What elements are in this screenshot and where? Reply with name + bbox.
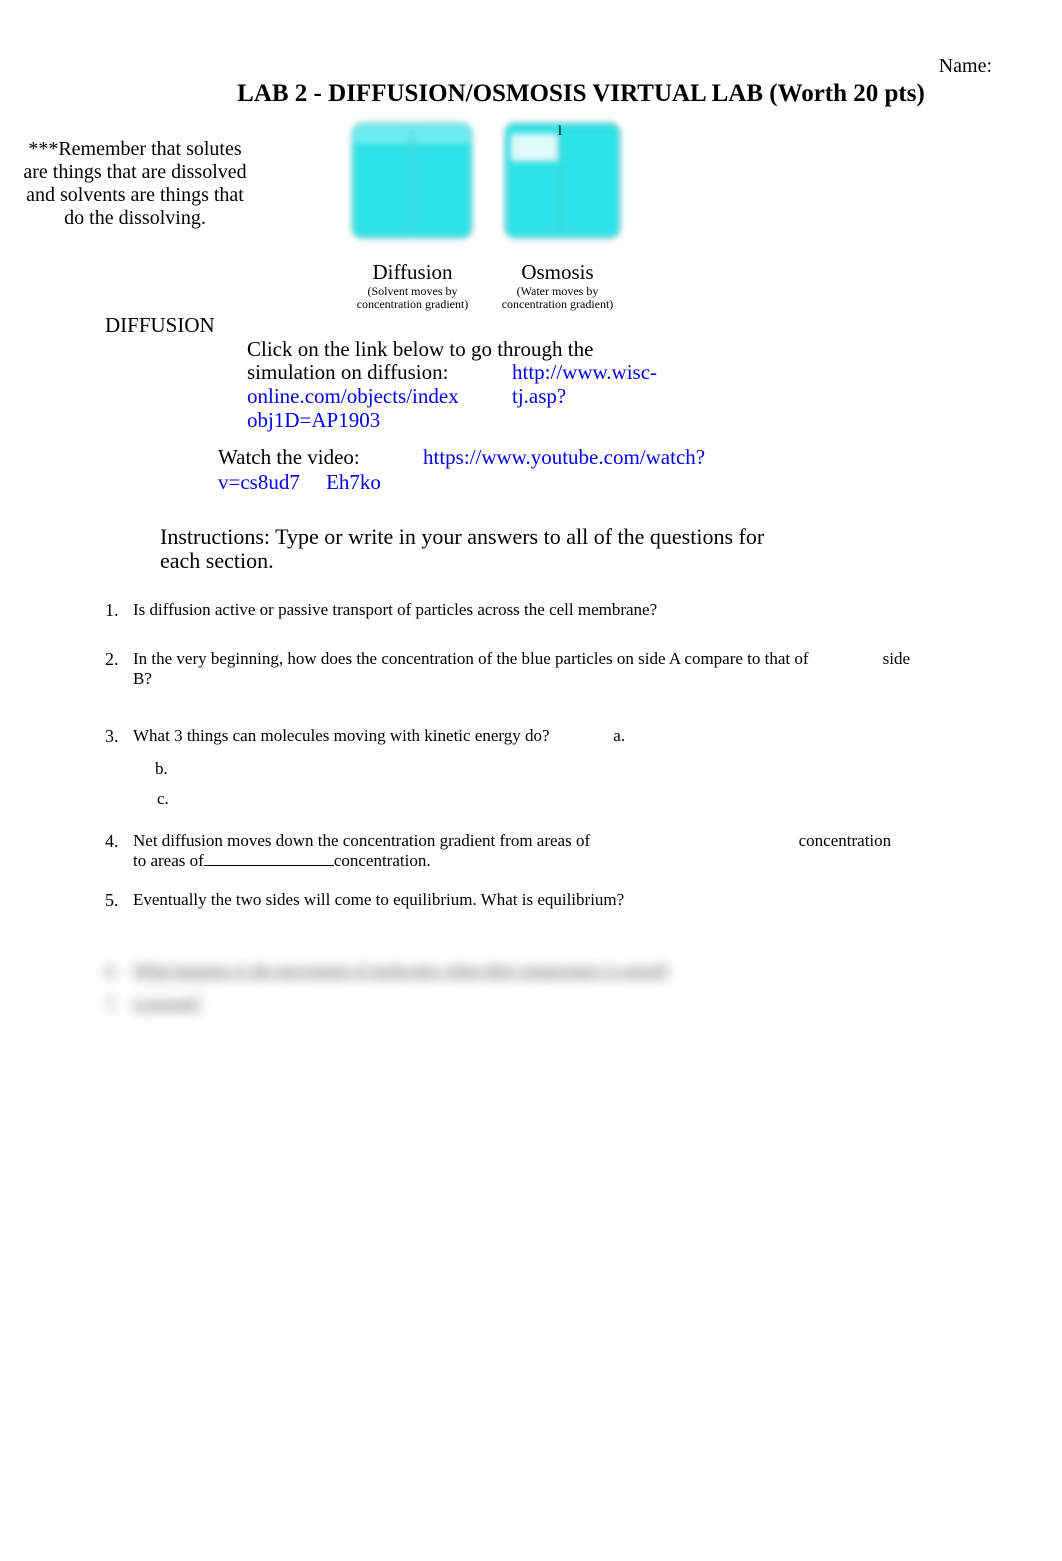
section-diffusion-header: DIFFUSION <box>105 313 185 338</box>
q7-number: 7. <box>105 994 133 1015</box>
q2-side-text: side <box>883 649 910 669</box>
q6-number: 6. <box>105 961 133 982</box>
q7-text: Lowered? <box>133 994 905 1015</box>
question-4: 4. Net diffusion moves down the concentr… <box>105 831 905 870</box>
svg-text:l: l <box>558 124 562 139</box>
q2-text-a: In the very beginning, how does the conc… <box>133 649 809 668</box>
sim-line-text: simulation on diffusion: <box>247 360 512 384</box>
question-2: 2. In the very beginning, how does the c… <box>105 649 905 688</box>
document-page: Name: LAB 2 - DIFFUSION/OSMOSIS VIRTUAL … <box>0 0 1062 1561</box>
q3-number: 3. <box>105 726 133 747</box>
questions-list: 1. Is diffusion active or passive transp… <box>105 600 905 1027</box>
diffusion-label: Diffusion <box>343 260 483 285</box>
q3-c-label: c. <box>157 789 905 809</box>
wisc-link-part1[interactable]: http://www.wisc- <box>512 360 657 384</box>
beakers-svg: l <box>340 115 630 255</box>
question-7-blurred: 7. Lowered? <box>105 994 905 1015</box>
wisc-link-part2[interactable]: online.com/objects/index <box>247 384 512 408</box>
q4-blank <box>204 852 334 866</box>
youtube-params[interactable]: v=cs8ud7 Eh7ko <box>218 470 381 494</box>
question-3: 3. What 3 things can molecules moving wi… <box>105 726 905 747</box>
name-label-text: Name: <box>939 55 992 77</box>
q2-text-b: B? <box>133 669 152 688</box>
wisc-link-part3[interactable]: tj.asp? <box>512 384 566 408</box>
q4-text-c: concentration. <box>334 851 431 870</box>
q3-b-label: b. <box>155 759 905 779</box>
q6-text: What happens to the movement of molecule… <box>133 961 905 982</box>
q2-number: 2. <box>105 649 133 670</box>
question-5: 5. Eventually the two sides will come to… <box>105 890 905 911</box>
youtube-link[interactable]: https://www.youtube.com/watch? <box>423 445 705 470</box>
diagram-labels: Diffusion (Solvent moves by concentratio… <box>340 260 630 311</box>
osmosis-label: Osmosis <box>488 260 628 285</box>
reminder-note: ***Remember that solutes are things that… <box>20 138 250 230</box>
q4-number: 4. <box>105 831 133 852</box>
simulation-instruction-line1: Click on the link below to go through th… <box>247 338 807 361</box>
instructions-text: Instructions: Type or write in your answ… <box>160 525 800 573</box>
q1-text: Is diffusion active or passive transport… <box>133 600 905 620</box>
q3-text: What 3 things can molecules moving with … <box>133 726 905 746</box>
osmosis-sub2: concentration gradient) <box>488 298 628 311</box>
page-title: LAB 2 - DIFFUSION/OSMOSIS VIRTUAL LAB (W… <box>130 80 1032 108</box>
question-6-blurred: 6. What happens to the movement of molec… <box>105 961 905 982</box>
blurred-content: 6. What happens to the movement of molec… <box>105 961 905 1015</box>
watch-video-block: Watch the video: https://www.youtube.com… <box>218 445 868 495</box>
wisc-link-part4[interactable]: obj1D=AP1903 <box>247 408 380 432</box>
q5-text: Eventually the two sides will come to eq… <box>133 890 905 910</box>
simulation-link-block: simulation on diffusion: http://www.wisc… <box>247 360 887 432</box>
q3-option-b: b. c. <box>155 759 905 809</box>
q5-number: 5. <box>105 890 133 911</box>
watch-label: Watch the video: <box>218 445 423 470</box>
q1-number: 1. <box>105 600 133 621</box>
q4-text-a: Net diffusion moves down the concentrati… <box>133 831 590 850</box>
question-1: 1. Is diffusion active or passive transp… <box>105 600 905 621</box>
diffusion-sub2: concentration gradient) <box>343 298 483 311</box>
name-field-label: Name: <box>939 55 992 78</box>
